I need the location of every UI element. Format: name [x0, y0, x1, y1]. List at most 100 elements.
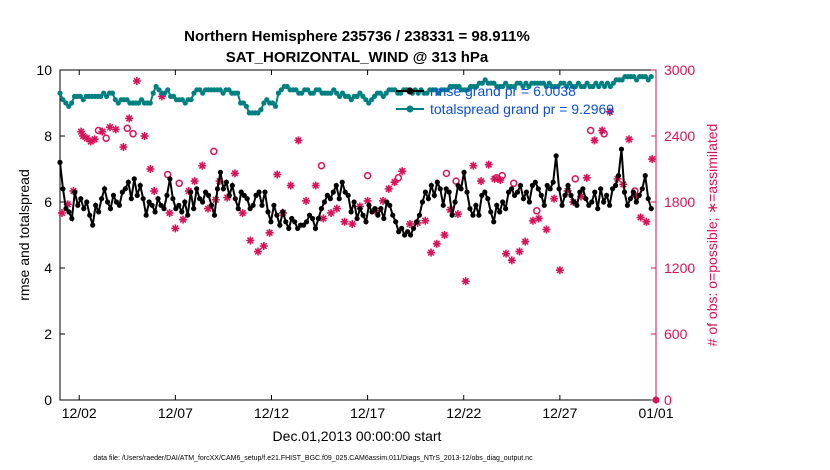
series-point	[188, 97, 194, 103]
series-point	[110, 192, 117, 198]
series-point	[491, 219, 497, 225]
series-point	[387, 202, 393, 208]
series-point	[446, 189, 452, 195]
series-point	[321, 199, 328, 205]
obs-possible-point	[600, 130, 608, 138]
series-point	[280, 209, 286, 215]
series-point	[199, 199, 206, 205]
series-point	[268, 219, 274, 225]
y-tick-label-right: 600	[664, 326, 688, 342]
series-point	[464, 189, 470, 195]
series-point	[378, 206, 384, 212]
y-tick-label: 0	[44, 392, 52, 408]
series-point	[167, 176, 173, 182]
series-point	[258, 107, 264, 113]
series-point	[577, 189, 583, 195]
series-point	[235, 90, 241, 96]
obs-assimilated-point	[132, 77, 141, 85]
series-point	[265, 209, 271, 215]
series-point	[101, 186, 108, 192]
y-axis-left-label: rmse and totalspread	[16, 169, 32, 301]
x-tick-label: 12/02	[62, 405, 97, 421]
series-point	[303, 219, 310, 225]
series-point	[473, 202, 479, 208]
obs-assimilated-point	[146, 165, 155, 173]
series-point	[259, 202, 265, 208]
series-point	[301, 222, 307, 228]
obs-assimilated-point	[440, 231, 449, 239]
series-point	[595, 206, 601, 212]
series-point	[217, 169, 224, 175]
obs-assimilated-point	[550, 194, 559, 203]
series-point	[523, 189, 530, 195]
series-point	[458, 186, 464, 192]
obs-assimilated-point	[246, 236, 255, 245]
series-point	[598, 186, 604, 192]
series-point	[75, 202, 81, 208]
y-tick-label: 6	[44, 194, 52, 210]
obs-assimilated-point	[521, 237, 530, 246]
series-point	[146, 199, 152, 205]
series-point	[550, 179, 556, 185]
series-point	[618, 146, 625, 152]
plot-area	[57, 69, 660, 404]
series-point	[191, 206, 197, 212]
series-point	[425, 196, 431, 202]
y-axis-right-label: # of obs: o=possible; ∗=assimilated	[704, 124, 720, 347]
series-point	[431, 192, 437, 198]
series-point	[639, 186, 645, 192]
series-point	[149, 202, 155, 208]
series-point	[544, 182, 550, 189]
series-point	[470, 212, 476, 218]
series-point	[197, 196, 203, 202]
series-point	[497, 209, 503, 215]
data-file-footnote: data file: /Users/raeder/DAI/ATM_forcXX/…	[93, 455, 533, 462]
series-point	[452, 199, 458, 205]
obs-assimilated-point	[119, 143, 128, 151]
series-point	[244, 196, 250, 202]
obs-assimilated-point	[398, 167, 407, 176]
series-point	[589, 199, 595, 205]
obs-assimilated-point	[648, 155, 657, 164]
series-point	[247, 206, 253, 212]
series-point	[541, 202, 547, 208]
obs-possible-point	[498, 171, 506, 180]
series-point	[250, 202, 256, 208]
series-point	[583, 196, 589, 202]
series-point	[137, 182, 143, 189]
series-point	[636, 192, 642, 198]
series-point	[559, 202, 565, 208]
series-point	[467, 206, 473, 212]
obs-assimilated-point	[477, 177, 486, 186]
series-point	[342, 189, 348, 195]
obs-possible-point	[363, 171, 372, 180]
legend-spread-marker	[406, 105, 414, 113]
obs-assimilated-point	[605, 107, 614, 116]
series-point	[413, 219, 420, 225]
series-point	[155, 196, 161, 202]
series-point	[272, 103, 279, 109]
obs-assimilated-point	[384, 184, 393, 193]
series-point	[274, 212, 280, 218]
series-point	[188, 189, 194, 195]
series-point	[372, 206, 378, 212]
series-point	[360, 212, 366, 218]
series-point	[165, 87, 171, 93]
obs-assimilated-point	[636, 213, 645, 222]
series-point	[78, 196, 84, 202]
series-point	[324, 192, 330, 198]
series-point	[140, 196, 146, 202]
legend-rmse-marker	[406, 87, 414, 95]
series-point	[592, 189, 598, 195]
series-point	[119, 189, 125, 195]
series-point	[173, 206, 179, 212]
series-point	[243, 103, 249, 109]
series-point	[194, 186, 200, 192]
series-point	[66, 209, 72, 215]
series-point	[131, 176, 137, 182]
obs-assimilated-point	[427, 248, 436, 257]
obs-possible-point	[94, 126, 103, 135]
y-tick-label: 8	[44, 128, 52, 144]
series-point	[648, 74, 654, 80]
series-point	[232, 196, 238, 202]
